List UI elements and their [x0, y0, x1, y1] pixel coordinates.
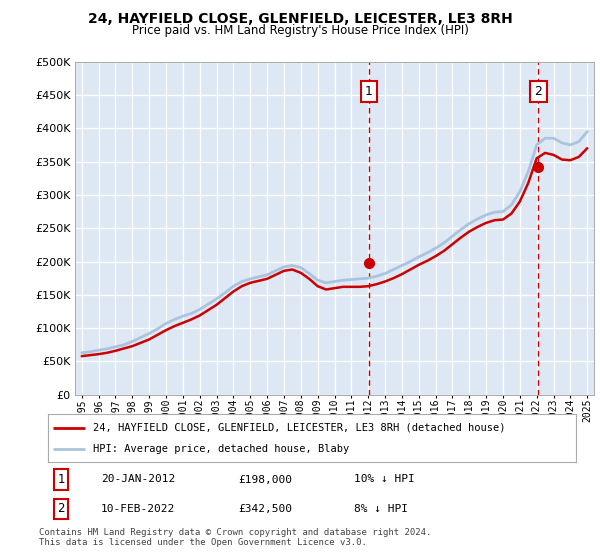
Text: 24, HAYFIELD CLOSE, GLENFIELD, LEICESTER, LE3 8RH: 24, HAYFIELD CLOSE, GLENFIELD, LEICESTER…	[88, 12, 512, 26]
Text: 1: 1	[58, 473, 65, 486]
Text: 10-FEB-2022: 10-FEB-2022	[101, 504, 175, 514]
Text: £342,500: £342,500	[238, 504, 292, 514]
Text: 8% ↓ HPI: 8% ↓ HPI	[354, 504, 408, 514]
Text: Price paid vs. HM Land Registry's House Price Index (HPI): Price paid vs. HM Land Registry's House …	[131, 24, 469, 37]
Text: 2: 2	[58, 502, 65, 515]
Text: HPI: Average price, detached house, Blaby: HPI: Average price, detached house, Blab…	[93, 444, 349, 454]
Text: £198,000: £198,000	[238, 474, 292, 484]
Text: 20-JAN-2012: 20-JAN-2012	[101, 474, 175, 484]
Text: 10% ↓ HPI: 10% ↓ HPI	[354, 474, 415, 484]
Text: 2: 2	[535, 85, 542, 98]
Text: 24, HAYFIELD CLOSE, GLENFIELD, LEICESTER, LE3 8RH (detached house): 24, HAYFIELD CLOSE, GLENFIELD, LEICESTER…	[93, 423, 505, 433]
Text: 1: 1	[365, 85, 373, 98]
Text: Contains HM Land Registry data © Crown copyright and database right 2024.
This d: Contains HM Land Registry data © Crown c…	[39, 528, 431, 547]
